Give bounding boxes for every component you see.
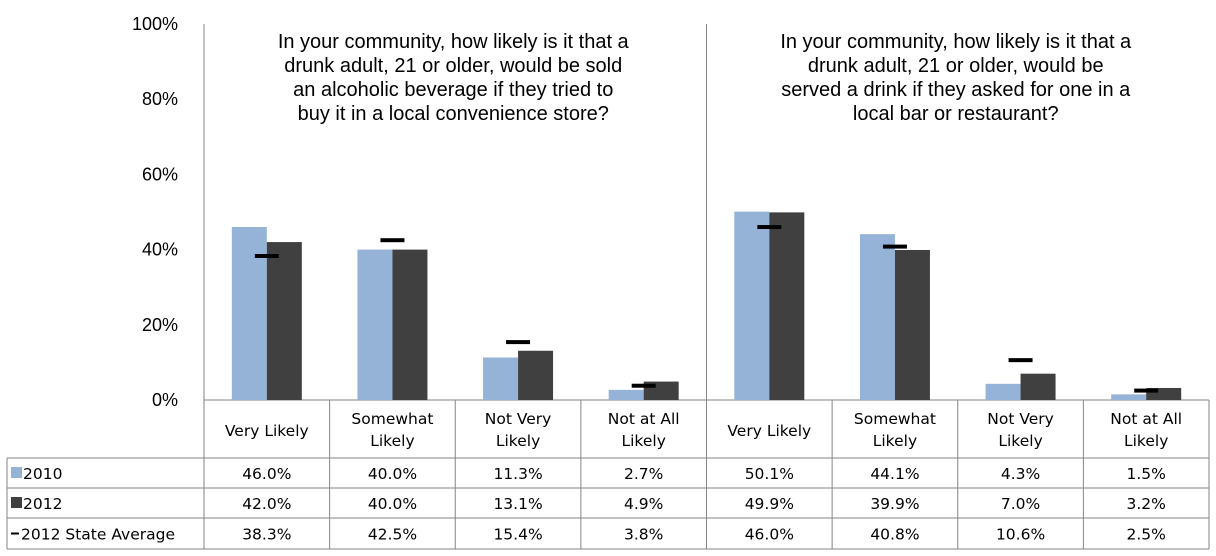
category-label: Likely	[1124, 432, 1168, 450]
table-cell-value: 38.3%	[242, 526, 291, 544]
table-cell-value: 3.8%	[624, 526, 663, 544]
category-label: Not Very	[987, 410, 1054, 428]
y-tick-label: 20%	[142, 315, 178, 335]
bar-2012	[392, 249, 428, 400]
table-cell-value: 40.0%	[368, 495, 417, 513]
panel-title: an alcoholic beverage if they tried to	[293, 79, 613, 101]
legend-key-state-average	[11, 532, 19, 535]
panel-title: In your community, how likely is it that…	[278, 31, 630, 53]
bar-2010	[483, 357, 519, 400]
table-cell-value: 40.8%	[870, 526, 919, 544]
table-cell-value: 49.9%	[745, 495, 794, 513]
panel-title: buy it in a local convenience store?	[298, 103, 609, 125]
table-cell-value: 4.3%	[1001, 465, 1040, 483]
table-cell-value: 2.7%	[624, 465, 663, 483]
table-cell-value: 2.5%	[1126, 526, 1165, 544]
table-cell-value: 39.9%	[870, 495, 919, 513]
bar-2012	[894, 249, 930, 400]
category-label: Somewhat	[351, 410, 433, 428]
category-label: Likely	[873, 432, 917, 450]
bar-2010	[734, 211, 770, 400]
y-tick-label: 100%	[132, 14, 178, 34]
panel-title: drunk adult, 21 or older, would be sold	[284, 55, 622, 77]
bar-2010	[1111, 394, 1147, 400]
panel-title: drunk adult, 21 or older, would be	[808, 55, 1104, 77]
bar-2010	[859, 234, 895, 400]
legend-key-2012	[11, 497, 22, 508]
category-label: Not at All	[608, 410, 680, 428]
table-cell-value: 7.0%	[1001, 495, 1040, 513]
state-average-marker	[1134, 388, 1159, 393]
category-label: Not at All	[1110, 410, 1182, 428]
table-cell-value: 40.0%	[368, 465, 417, 483]
table-cell-value: 10.6%	[996, 526, 1045, 544]
y-tick-label: 0%	[152, 390, 178, 410]
legend-label-2010: 2010	[23, 465, 62, 483]
table-cell-value: 44.1%	[870, 465, 919, 483]
bar-2010	[608, 389, 644, 400]
category-label: Likely	[496, 432, 540, 450]
bar-2012	[769, 212, 805, 400]
bar-2010	[985, 383, 1021, 400]
state-average-marker	[380, 238, 405, 243]
y-tick-label: 80%	[142, 89, 178, 109]
panel-title: served a drink if they asked for one in …	[781, 79, 1131, 101]
state-average-marker	[506, 340, 531, 345]
bar-2012	[518, 350, 554, 400]
bar-2010	[231, 227, 267, 400]
table-cell-value: 42.0%	[242, 495, 291, 513]
legend-label-state-average: 2012 State Average	[21, 526, 175, 544]
category-label: Somewhat	[854, 410, 936, 428]
table-cell-value: 46.0%	[242, 465, 291, 483]
category-label: Not Very	[485, 410, 552, 428]
y-tick-label: 60%	[142, 164, 178, 184]
table-cell-value: 42.5%	[368, 526, 417, 544]
bar-2012	[1020, 373, 1056, 400]
table-cell-value: 15.4%	[493, 526, 542, 544]
table-cell-value: 3.2%	[1126, 495, 1165, 513]
category-label: Likely	[998, 432, 1042, 450]
state-average-marker	[254, 253, 279, 258]
legend-key-2010	[11, 467, 22, 478]
category-label: Likely	[370, 432, 414, 450]
table-cell-value: 1.5%	[1126, 465, 1165, 483]
legend-label-2012: 2012	[23, 495, 62, 513]
state-average-marker	[1008, 358, 1033, 363]
panel-title: In your community, how likely is it that…	[780, 31, 1132, 53]
category-label: Very Likely	[225, 422, 309, 440]
y-tick-label: 40%	[142, 240, 178, 260]
state-average-marker	[882, 244, 907, 249]
category-label: Likely	[621, 432, 665, 450]
category-label: Very Likely	[727, 422, 811, 440]
bar-2010	[357, 249, 393, 400]
panel-title: local bar or restaurant?	[853, 103, 1059, 125]
table-cell-value: 46.0%	[745, 526, 794, 544]
bar-2012	[266, 242, 302, 400]
table-cell-value: 4.9%	[624, 495, 663, 513]
table-cell-value: 50.1%	[745, 465, 794, 483]
state-average-marker	[631, 383, 656, 388]
table-cell-value: 13.1%	[493, 495, 542, 513]
table-cell-value: 11.3%	[493, 465, 542, 483]
state-average-marker	[757, 225, 782, 230]
